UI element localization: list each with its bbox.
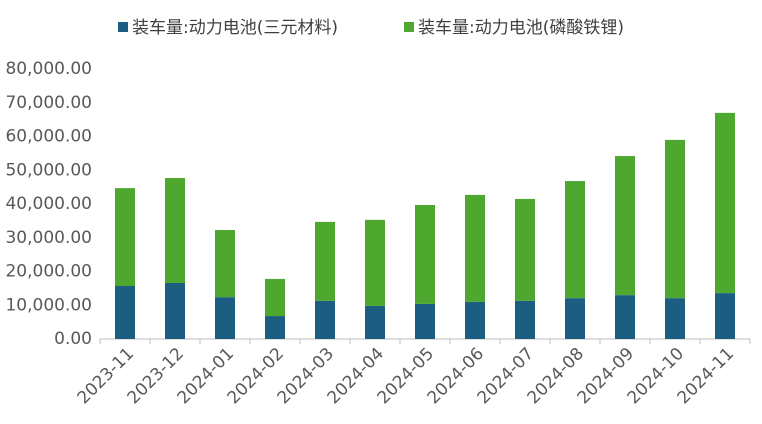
y-tick-label: 60,000.00 [5, 127, 92, 147]
bar-segment [465, 194, 485, 302]
y-tick-label: 80,000.00 [5, 59, 92, 79]
bar-segment [165, 178, 185, 283]
legend-swatch [404, 22, 414, 32]
y-tick-label: 50,000.00 [5, 160, 92, 180]
bar-segment [115, 286, 135, 339]
bar-segment [215, 229, 235, 298]
bar-segment [715, 112, 735, 294]
bar-segment [415, 303, 435, 339]
bar-segment [515, 198, 535, 301]
bar-segment [115, 188, 135, 287]
bar-segment [415, 205, 435, 304]
bar-segment [515, 300, 535, 339]
bar-segment [315, 221, 335, 301]
legend: 装车量:动力电池(三元材料) 装车量:动力电池(磷酸铁锂) [118, 18, 624, 38]
legend-label: 装车量:动力电池(磷酸铁锂) [418, 18, 624, 38]
bar-segment [615, 156, 635, 296]
y-tick-label: 40,000.00 [5, 194, 92, 214]
bar-segment [365, 219, 385, 306]
y-tick-label: 30,000.00 [5, 228, 92, 248]
bar-segment [365, 305, 385, 339]
legend-swatch [118, 22, 128, 32]
y-tick-label: 20,000.00 [5, 262, 92, 282]
legend-label: 装车量:动力电池(三元材料) [132, 18, 338, 38]
bar-segment [265, 316, 285, 339]
bar-segment [615, 295, 635, 339]
bar-segment [715, 293, 735, 339]
bar-segment [665, 298, 685, 339]
bar-segment [565, 181, 585, 299]
bar-segment [465, 301, 485, 339]
y-tick-label: 0.00 [54, 329, 92, 349]
bar-segment [265, 278, 285, 317]
bar-segment [565, 298, 585, 339]
bar-segment [215, 297, 235, 339]
bar-segment [665, 139, 685, 299]
bar-segment [165, 282, 185, 339]
y-tick-label: 10,000.00 [5, 295, 92, 315]
bar-segment [315, 300, 335, 339]
y-tick-label: 70,000.00 [5, 93, 92, 113]
